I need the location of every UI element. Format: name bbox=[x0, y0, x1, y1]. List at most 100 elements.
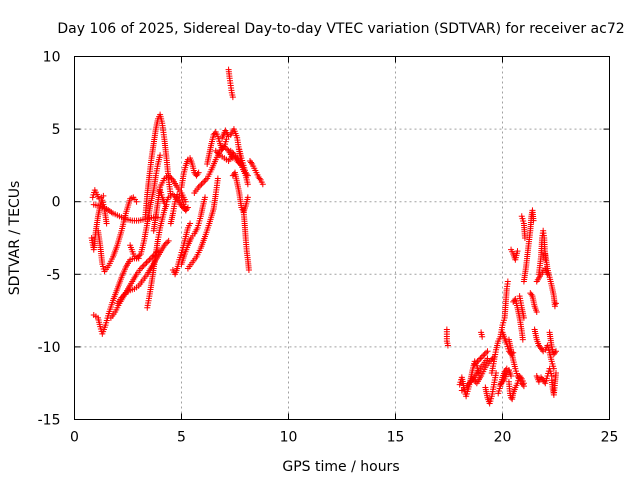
data-point bbox=[199, 179, 206, 186]
data-point bbox=[195, 169, 202, 176]
data-point bbox=[520, 380, 527, 387]
data-point bbox=[139, 264, 146, 271]
data-point bbox=[194, 171, 201, 178]
x-tick-label: 20 bbox=[494, 430, 512, 446]
data-point bbox=[214, 149, 221, 156]
data-point bbox=[508, 372, 515, 379]
data-point bbox=[488, 356, 495, 363]
data-point bbox=[198, 181, 205, 188]
data-point bbox=[229, 94, 236, 101]
data-point bbox=[479, 333, 486, 340]
data-point bbox=[161, 242, 168, 249]
data-point bbox=[533, 309, 540, 316]
data-point bbox=[530, 217, 537, 224]
data-point bbox=[220, 144, 227, 151]
data-point bbox=[230, 150, 237, 157]
data-point bbox=[133, 255, 140, 262]
data-point bbox=[244, 172, 251, 179]
data-point bbox=[187, 220, 194, 227]
y-tick-label: 5 bbox=[52, 122, 61, 138]
data-point bbox=[471, 361, 478, 368]
data-point bbox=[236, 160, 243, 167]
data-point bbox=[504, 278, 511, 285]
chart-title: Day 106 of 2025, Sidereal Day-to-day VTE… bbox=[57, 21, 624, 37]
y-tick-label: 0 bbox=[52, 195, 61, 211]
data-point bbox=[212, 147, 219, 154]
data-point bbox=[120, 293, 127, 300]
y-tick-label: 10 bbox=[43, 50, 61, 66]
data-point bbox=[168, 175, 175, 182]
data-point bbox=[100, 192, 107, 199]
data-point bbox=[553, 300, 559, 307]
data-point bbox=[483, 349, 490, 356]
data-point bbox=[444, 342, 451, 349]
data-point bbox=[244, 194, 251, 201]
data-point bbox=[142, 261, 149, 268]
data-point bbox=[521, 235, 528, 241]
data-point bbox=[478, 354, 485, 361]
data-point bbox=[248, 159, 255, 166]
data-point bbox=[184, 204, 191, 211]
data-point bbox=[473, 359, 480, 366]
data-point bbox=[118, 294, 125, 301]
data-point bbox=[528, 291, 535, 298]
data-point bbox=[551, 349, 558, 356]
data-point bbox=[484, 348, 491, 355]
data-point bbox=[243, 171, 250, 178]
data-point bbox=[475, 356, 482, 363]
data-point bbox=[133, 198, 140, 205]
data-point bbox=[480, 352, 487, 359]
data-point bbox=[229, 149, 236, 156]
data-point bbox=[144, 258, 151, 265]
data-point bbox=[244, 181, 251, 188]
axis-ticks bbox=[74, 56, 610, 420]
data-point bbox=[143, 259, 150, 266]
y-tick-label: -10 bbox=[38, 340, 61, 356]
data-point bbox=[477, 355, 484, 362]
data-point bbox=[165, 172, 172, 179]
data-point bbox=[553, 370, 559, 377]
data-point bbox=[256, 175, 263, 182]
data-point bbox=[202, 176, 209, 183]
data-point bbox=[164, 239, 171, 246]
data-point bbox=[469, 375, 476, 382]
data-point bbox=[202, 194, 209, 201]
plot-frame bbox=[74, 56, 610, 420]
data-point bbox=[517, 374, 524, 381]
data-point bbox=[146, 256, 153, 263]
data-point bbox=[103, 220, 110, 227]
data-point bbox=[551, 303, 558, 310]
x-tick-label: 0 bbox=[70, 430, 79, 446]
data-point bbox=[470, 377, 477, 384]
data-point bbox=[201, 178, 208, 185]
data-point bbox=[215, 150, 222, 157]
data-points bbox=[88, 66, 559, 407]
data-point bbox=[162, 240, 169, 247]
data-point bbox=[149, 253, 156, 260]
data-point bbox=[157, 152, 164, 159]
data-point bbox=[195, 184, 202, 191]
data-point bbox=[505, 367, 512, 374]
data-point bbox=[140, 262, 147, 269]
grid-lines bbox=[74, 56, 610, 420]
y-tick-label: -15 bbox=[38, 413, 61, 429]
y-tick-label: -5 bbox=[47, 267, 61, 283]
data-point bbox=[245, 266, 252, 273]
data-point bbox=[214, 175, 221, 182]
data-point bbox=[227, 147, 234, 154]
data-point bbox=[474, 358, 481, 365]
data-point bbox=[514, 248, 521, 255]
x-axis-label: GPS time / hours bbox=[282, 459, 399, 475]
data-point bbox=[165, 237, 172, 244]
data-point bbox=[134, 253, 141, 260]
data-point bbox=[121, 291, 128, 298]
data-point bbox=[553, 348, 559, 355]
data-point bbox=[500, 377, 507, 384]
data-point bbox=[520, 314, 527, 321]
data-point bbox=[197, 182, 204, 189]
data-point bbox=[183, 205, 190, 212]
x-tick-label: 10 bbox=[280, 430, 298, 446]
data-point bbox=[259, 181, 266, 188]
